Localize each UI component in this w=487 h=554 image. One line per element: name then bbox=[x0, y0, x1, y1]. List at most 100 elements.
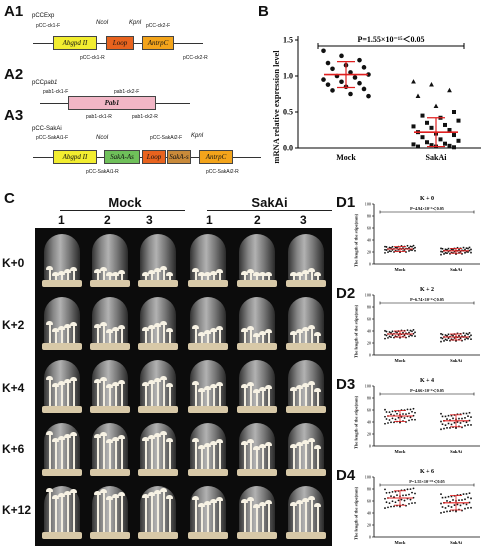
data-point bbox=[408, 493, 410, 496]
data-point bbox=[468, 419, 471, 422]
mushroom-stipe bbox=[151, 439, 153, 469]
jar-base bbox=[188, 280, 228, 287]
data-point bbox=[464, 417, 466, 419]
data-point bbox=[440, 340, 442, 343]
mushroom-cap bbox=[259, 443, 266, 448]
data-point bbox=[459, 504, 462, 507]
site-label: KpnI bbox=[129, 20, 142, 26]
mushroom-stipe bbox=[67, 495, 69, 532]
data-point bbox=[446, 500, 448, 502]
mushroom-stipe bbox=[115, 386, 117, 406]
mushroom-cap bbox=[247, 382, 254, 387]
mushroom-cap bbox=[100, 267, 107, 271]
mushroom-stipe bbox=[73, 381, 75, 406]
data-point bbox=[438, 137, 443, 142]
element-abgpd: Abgpd II bbox=[53, 36, 97, 50]
data-point bbox=[467, 424, 469, 426]
mushroom-cap bbox=[52, 495, 59, 499]
mushroom-stipe bbox=[145, 331, 147, 343]
mushroom-cap bbox=[259, 330, 266, 335]
data-point bbox=[459, 413, 462, 416]
data-point bbox=[384, 248, 386, 251]
y-tick-label: 40 bbox=[367, 329, 371, 334]
stipe-length-chart: K + 6 0 20 40 60 80 100 P=1.55×10⁻¹⁰＜0.05 Mock Sa… bbox=[365, 469, 480, 545]
data-point bbox=[449, 252, 451, 255]
mushroom-stipe bbox=[213, 275, 215, 280]
data-point bbox=[458, 508, 460, 511]
mushroom-stipe bbox=[207, 390, 209, 406]
data-point bbox=[449, 419, 451, 421]
data-point bbox=[408, 502, 410, 505]
mushroom-stipe bbox=[163, 380, 165, 406]
mushroom-stipe bbox=[55, 276, 57, 280]
mushroom-stipe bbox=[244, 444, 246, 469]
data-point bbox=[456, 246, 459, 249]
jar-base bbox=[188, 469, 228, 476]
mushroom-cap bbox=[210, 271, 217, 275]
data-point bbox=[394, 501, 397, 504]
group-label-sakai: SakAi bbox=[251, 195, 288, 210]
data-point bbox=[391, 417, 394, 420]
data-point bbox=[396, 412, 398, 415]
x-tick-label: SakAi bbox=[450, 267, 463, 272]
mushroom-stipe bbox=[97, 438, 99, 469]
mushroom-jar bbox=[39, 421, 85, 478]
data-point bbox=[453, 421, 456, 424]
mushroom-cap bbox=[253, 389, 260, 394]
data-point bbox=[450, 251, 453, 254]
data-point bbox=[467, 251, 469, 253]
mushroom-cap bbox=[308, 324, 315, 329]
mushroom-cap bbox=[216, 269, 223, 273]
data-point bbox=[388, 502, 391, 505]
data-point bbox=[405, 413, 407, 415]
data-point bbox=[414, 249, 416, 252]
mushroom-cap bbox=[216, 325, 223, 330]
mushroom-cap bbox=[112, 382, 119, 386]
data-point bbox=[443, 340, 445, 342]
y-tick-label: 60 bbox=[367, 408, 371, 413]
data-point bbox=[394, 410, 397, 413]
jar-base bbox=[138, 280, 178, 287]
data-point bbox=[406, 329, 409, 332]
mushroom-stipe bbox=[61, 385, 63, 406]
data-point bbox=[399, 336, 401, 339]
mushroom-cap bbox=[148, 270, 155, 274]
data-point bbox=[385, 491, 388, 494]
element-antrpc: AntrpC bbox=[142, 36, 174, 50]
mushroom-stipe bbox=[305, 443, 307, 469]
jar-base bbox=[90, 343, 130, 350]
mushroom-stipe bbox=[256, 276, 258, 280]
data-point bbox=[441, 415, 444, 418]
mushroom-cap bbox=[296, 385, 303, 390]
mushroom-stipe bbox=[61, 440, 63, 469]
data-point bbox=[393, 505, 395, 508]
mushroom-cap bbox=[58, 381, 65, 385]
element-antrpc: AntrpC bbox=[199, 150, 233, 164]
data-point bbox=[384, 251, 386, 254]
data-point bbox=[357, 57, 362, 63]
mushroom-jar bbox=[283, 295, 329, 352]
p-value-label: P=1.55×10⁻¹⁰＜0.05 bbox=[409, 479, 445, 484]
mushroom-stipe bbox=[97, 383, 99, 406]
mushroom-stipe bbox=[305, 274, 307, 280]
mushroom-stipe bbox=[121, 496, 123, 532]
data-point bbox=[412, 414, 415, 417]
data-point bbox=[461, 335, 463, 338]
mushroom-cap bbox=[192, 381, 199, 386]
data-point bbox=[440, 412, 442, 415]
data-point bbox=[452, 417, 454, 420]
data-point bbox=[465, 412, 468, 415]
mushroom-stipe bbox=[97, 495, 99, 532]
data-point bbox=[447, 143, 452, 148]
data-point bbox=[406, 244, 409, 247]
data-point bbox=[465, 503, 468, 506]
p-value-label: P=4.94×10⁻⁶＜0.05 bbox=[410, 206, 444, 211]
mushroom-stipe bbox=[67, 328, 69, 343]
data-point bbox=[468, 501, 471, 504]
jar-base bbox=[138, 343, 178, 350]
mushroom-cap bbox=[118, 492, 125, 496]
data-point bbox=[405, 494, 407, 497]
mushroom-stipe bbox=[73, 326, 75, 343]
p-value-label: P=4.66×10⁻⁸＜0.05 bbox=[410, 388, 444, 393]
mushroom-stipe bbox=[73, 271, 75, 280]
